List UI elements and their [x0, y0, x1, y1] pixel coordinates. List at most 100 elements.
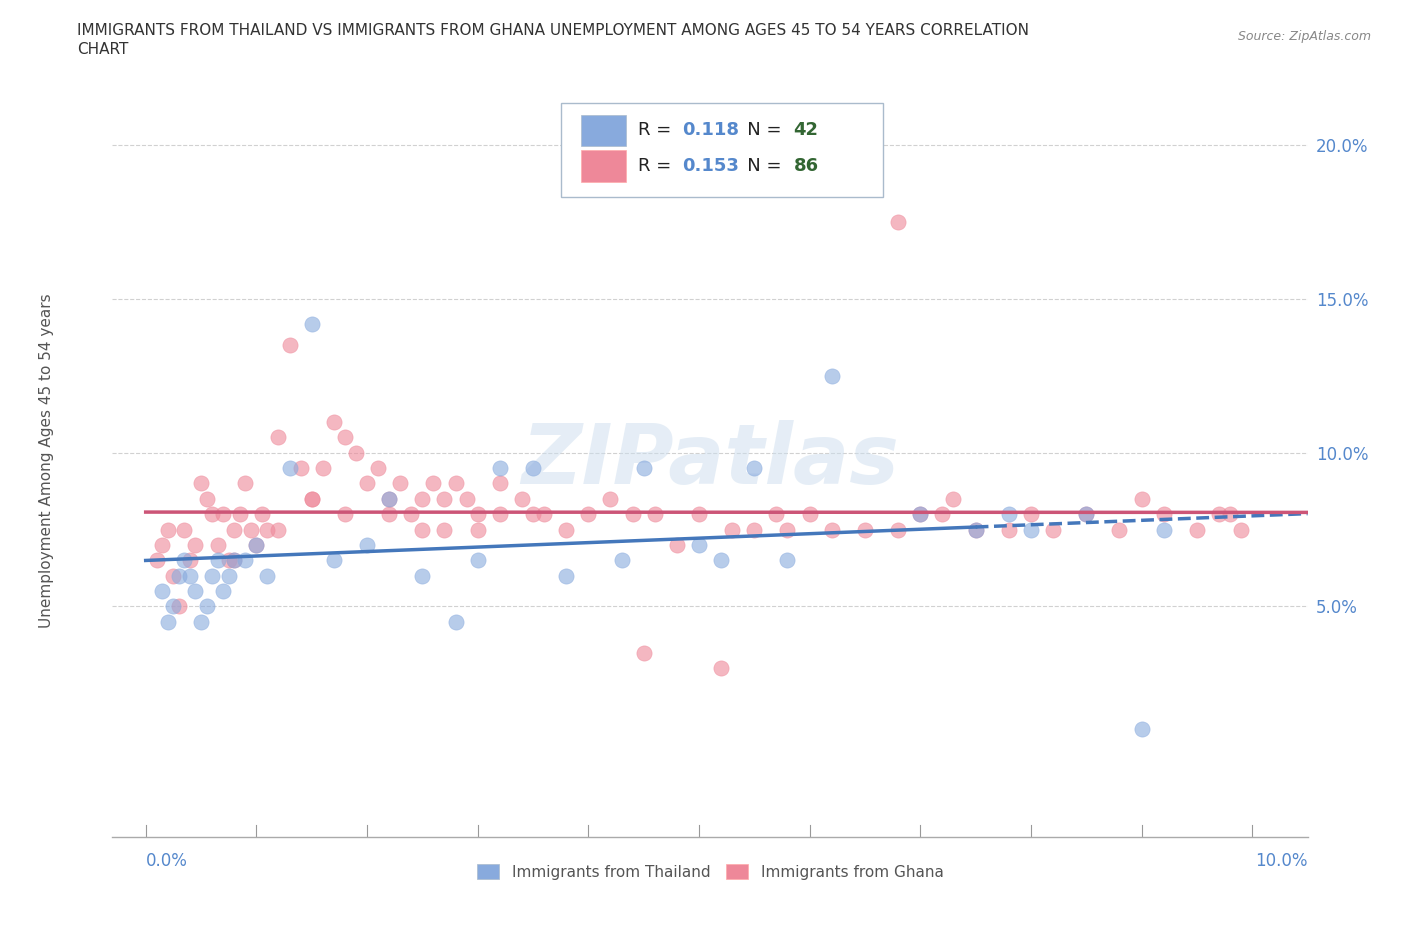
Text: R =: R = [638, 122, 678, 140]
Point [1019, 522, 1042, 537]
Point [467, 522, 489, 537]
Point [821, 522, 844, 537]
Text: N =: N = [730, 122, 787, 140]
Point [1130, 722, 1153, 737]
Point [389, 476, 412, 491]
Point [195, 599, 218, 614]
Point [207, 552, 229, 567]
Point [179, 552, 201, 567]
Point [1076, 507, 1098, 522]
Point [301, 491, 323, 506]
Point [322, 415, 344, 430]
Point [710, 660, 733, 675]
Point [1185, 522, 1208, 537]
Point [644, 507, 666, 522]
Point [555, 568, 578, 583]
Point [633, 645, 655, 660]
Point [965, 522, 987, 537]
Text: CHART: CHART [77, 42, 129, 57]
Point [184, 538, 207, 552]
Point [212, 507, 235, 522]
Text: R =: R = [638, 157, 678, 175]
Point [250, 507, 273, 522]
Point [145, 552, 167, 567]
Point [488, 460, 510, 475]
Point [688, 538, 710, 552]
Point [688, 507, 710, 522]
Point [1219, 507, 1241, 522]
Point [356, 476, 378, 491]
Point [488, 507, 510, 522]
Point [201, 568, 224, 583]
Point [776, 522, 799, 537]
Point [422, 476, 444, 491]
Point [201, 507, 224, 522]
Text: 0.118: 0.118 [682, 122, 740, 140]
Text: 0.0%: 0.0% [146, 853, 187, 870]
Point [184, 584, 207, 599]
Point [998, 507, 1021, 522]
Point [239, 522, 262, 537]
Text: 42: 42 [794, 122, 818, 140]
Point [1076, 507, 1098, 522]
Point [256, 568, 278, 583]
Point [799, 507, 821, 522]
Text: 0.153: 0.153 [682, 157, 740, 175]
Point [333, 507, 356, 522]
Legend: Immigrants from Thailand, Immigrants from Ghana: Immigrants from Thailand, Immigrants fro… [471, 857, 949, 886]
Point [887, 215, 910, 230]
Point [610, 552, 633, 567]
Point [444, 476, 467, 491]
Text: N =: N = [730, 157, 787, 175]
Point [150, 584, 173, 599]
Text: Unemployment Among Ages 45 to 54 years: Unemployment Among Ages 45 to 54 years [39, 293, 55, 628]
Point [162, 568, 184, 583]
Point [555, 522, 578, 537]
Point [233, 476, 256, 491]
Point [378, 491, 401, 506]
Point [179, 568, 201, 583]
Point [533, 507, 555, 522]
Point [510, 491, 533, 506]
Text: Source: ZipAtlas.com: Source: ZipAtlas.com [1237, 30, 1371, 43]
Point [162, 599, 184, 614]
Point [278, 338, 301, 352]
Text: 10.0%: 10.0% [1256, 853, 1308, 870]
Text: 86: 86 [794, 157, 818, 175]
Point [256, 522, 278, 537]
Point [467, 552, 489, 567]
Point [1153, 522, 1175, 537]
Text: ZIPatlas: ZIPatlas [522, 419, 898, 501]
Point [367, 460, 389, 475]
Point [456, 491, 478, 506]
Point [887, 522, 910, 537]
Point [998, 522, 1021, 537]
Point [433, 491, 456, 506]
Point [721, 522, 744, 537]
Point [190, 615, 212, 630]
Point [167, 568, 190, 583]
Point [224, 552, 246, 567]
Point [267, 522, 290, 537]
Point [245, 538, 267, 552]
Point [212, 584, 235, 599]
Point [411, 522, 433, 537]
Point [910, 507, 932, 522]
Point [633, 460, 655, 475]
Point [278, 460, 301, 475]
Point [1042, 522, 1064, 537]
Point [965, 522, 987, 537]
Point [156, 522, 179, 537]
Point [576, 507, 599, 522]
Point [433, 522, 456, 537]
Point [378, 507, 401, 522]
FancyBboxPatch shape [561, 102, 883, 197]
Point [1230, 522, 1253, 537]
Point [378, 491, 401, 506]
FancyBboxPatch shape [581, 114, 627, 146]
Point [776, 552, 799, 567]
Point [599, 491, 621, 506]
Point [290, 460, 312, 475]
Point [467, 507, 489, 522]
Point [301, 316, 323, 331]
